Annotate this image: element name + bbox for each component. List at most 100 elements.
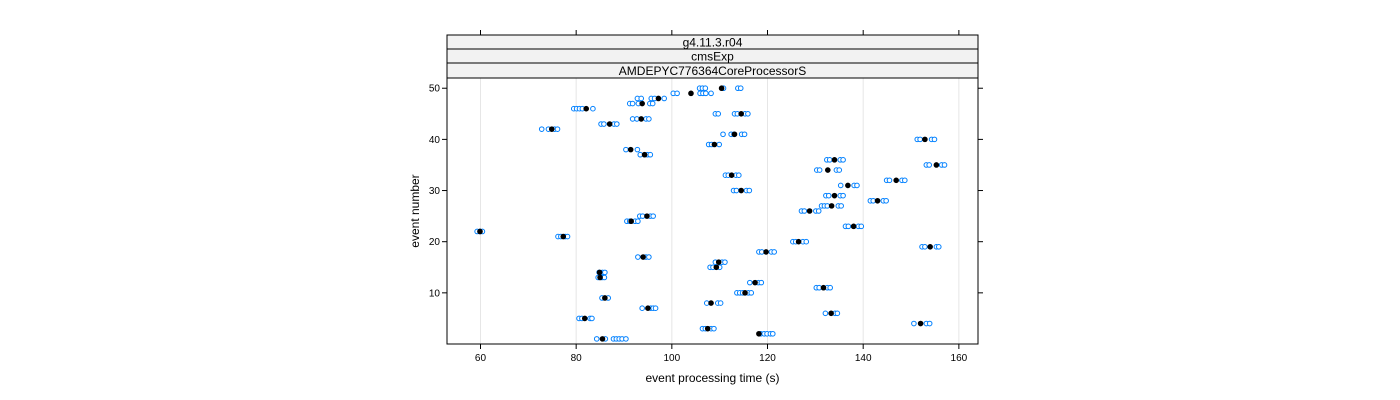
x-axis: 60 80 100 120 140 160 xyxy=(475,30,968,364)
data-point xyxy=(733,187,740,194)
data-point xyxy=(816,167,823,173)
data-point xyxy=(589,315,595,322)
mean-point xyxy=(738,187,745,194)
data-point xyxy=(911,320,917,327)
strip-3: AMDEPYC776364CoreProcessorS xyxy=(446,62,979,79)
data-point xyxy=(711,325,717,332)
data-point xyxy=(827,284,833,291)
mean-point xyxy=(763,249,769,255)
mean-point xyxy=(828,203,835,209)
y-tick-label: 50 xyxy=(429,84,441,95)
data-point xyxy=(815,208,822,214)
data-point xyxy=(840,157,846,163)
mean-point xyxy=(893,177,899,184)
x-tick-label: 60 xyxy=(475,353,487,364)
data-point xyxy=(883,197,889,204)
data-point xyxy=(649,100,656,107)
mean-point xyxy=(645,305,651,311)
data-point xyxy=(650,213,656,219)
mean-point xyxy=(731,131,738,138)
data-points xyxy=(474,85,948,342)
data-point xyxy=(838,203,844,209)
mean-point xyxy=(628,218,634,225)
data-point xyxy=(902,177,908,184)
grid-lines xyxy=(479,78,960,344)
mean-point xyxy=(933,162,940,168)
mean-point xyxy=(927,244,933,250)
y-axis: 10 20 30 40 50 xyxy=(429,84,983,299)
data-point xyxy=(590,105,596,112)
mean-point xyxy=(477,228,483,235)
data-point xyxy=(803,238,810,245)
mean-point xyxy=(602,295,608,301)
x-tick-label: 80 xyxy=(571,353,583,364)
mean-point xyxy=(560,233,567,240)
mean-point xyxy=(795,238,802,245)
data-point xyxy=(941,162,948,168)
data-point xyxy=(926,162,933,168)
data-point xyxy=(538,126,545,132)
mean-point xyxy=(596,269,603,276)
mean-point xyxy=(548,126,555,132)
data-point xyxy=(554,126,561,132)
mean-point xyxy=(738,111,745,117)
mean-point xyxy=(728,172,735,178)
data-point xyxy=(639,305,645,311)
mean-point xyxy=(644,213,650,219)
x-tick-label: 160 xyxy=(951,353,968,364)
x-tick-label: 140 xyxy=(855,353,872,364)
data-point xyxy=(745,111,751,117)
mean-point xyxy=(641,151,648,158)
mean-point xyxy=(583,105,590,112)
data-point xyxy=(722,259,728,265)
data-point xyxy=(716,141,722,148)
mean-point xyxy=(831,192,838,199)
data-point xyxy=(674,90,680,97)
data-point xyxy=(708,90,714,97)
data-point xyxy=(858,223,865,230)
mean-point xyxy=(688,90,694,97)
mean-point xyxy=(824,167,831,173)
strip-3-label: AMDEPYC776364CoreProcessorS xyxy=(619,64,806,78)
mean-point xyxy=(742,290,748,296)
data-point xyxy=(635,218,641,225)
data-point xyxy=(834,310,841,317)
data-point xyxy=(661,95,667,102)
x-axis-label: event processing time (s) xyxy=(645,371,779,385)
data-point xyxy=(629,100,636,107)
data-point xyxy=(917,136,923,143)
data-point xyxy=(638,95,645,102)
mean-point xyxy=(599,336,606,342)
mean-point xyxy=(581,315,588,322)
mean-point xyxy=(715,259,722,265)
data-point xyxy=(646,116,652,122)
data-point xyxy=(935,244,942,250)
data-point xyxy=(747,279,753,286)
data-point xyxy=(748,290,755,296)
data-point xyxy=(601,121,607,127)
data-point xyxy=(737,85,744,92)
data-point xyxy=(801,208,808,214)
mean-point xyxy=(708,300,714,306)
mean-point xyxy=(713,264,720,271)
data-point xyxy=(623,336,629,342)
data-point xyxy=(771,249,778,255)
data-point xyxy=(837,182,844,189)
data-point xyxy=(614,121,620,127)
data-point xyxy=(769,330,776,337)
mean-point xyxy=(756,330,762,337)
data-point xyxy=(758,279,765,286)
mean-point xyxy=(638,116,645,122)
mean-point xyxy=(640,254,646,260)
data-point xyxy=(845,223,852,230)
data-point xyxy=(702,85,709,92)
strip-1: g4.11.3.r04 xyxy=(446,34,979,50)
y-tick-label: 30 xyxy=(429,186,441,197)
data-point xyxy=(854,182,860,189)
y-tick-label: 10 xyxy=(429,288,441,299)
mean-point xyxy=(704,325,711,332)
data-point xyxy=(652,305,659,311)
mean-point xyxy=(627,146,634,153)
mean-point xyxy=(639,100,645,107)
